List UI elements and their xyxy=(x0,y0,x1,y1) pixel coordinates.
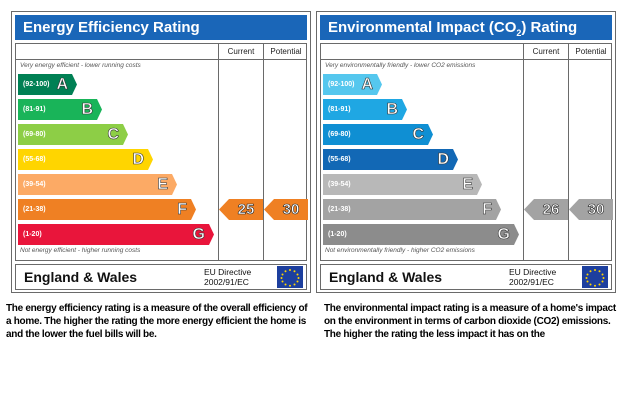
band-letter: C xyxy=(107,126,119,143)
energy-footer: England & Wales EU Directive 2002/91/EC xyxy=(15,264,307,290)
rating-band-c: (69-80) C xyxy=(18,124,128,145)
rating-band-e: (39-54) E xyxy=(323,174,482,195)
rating-band-e: (39-54) E xyxy=(18,174,177,195)
band-letter: B xyxy=(386,101,398,118)
rating-band-d: (55-68) D xyxy=(18,149,153,170)
band-range-label: (21-38) xyxy=(23,206,46,213)
band-letter: G xyxy=(497,226,510,243)
environment-footer: England & Wales EU Directive 2002/91/EC xyxy=(320,264,612,290)
environment-rating-grid: Current Potential Very environmentally f… xyxy=(320,43,613,261)
environment-panel-title: Environmental Impact (CO2) Rating xyxy=(320,15,612,40)
band-letter: E xyxy=(157,176,168,193)
band-range-label: (81-91) xyxy=(328,106,351,113)
energy-efficiency-panel: Energy Efficiency Rating Current Potenti… xyxy=(11,11,311,293)
band-letter: F xyxy=(482,201,492,218)
rating-band-c: (69-80) C xyxy=(323,124,433,145)
energy-panel-title: Energy Efficiency Rating xyxy=(15,15,307,40)
energy-eu-directive: EU Directive 2002/91/EC xyxy=(204,267,252,287)
band-letter: B xyxy=(81,101,93,118)
band-letter: A xyxy=(361,76,373,93)
energy-current-header: Current xyxy=(227,47,255,56)
environment-region-label: England & Wales xyxy=(329,269,443,285)
current-rating-pointer: 26 xyxy=(524,199,568,220)
band-range-label: (39-54) xyxy=(328,181,351,188)
band-range-label: (39-54) xyxy=(23,181,46,188)
eu-flag-icon xyxy=(582,266,608,288)
environment-potential-header: Potential xyxy=(575,47,607,56)
potential-rating-pointer: 30 xyxy=(264,199,308,220)
band-range-label: (92-100) xyxy=(23,81,50,88)
current-rating-pointer: 25 xyxy=(219,199,263,220)
band-letter: A xyxy=(56,76,68,93)
energy-region-label: England & Wales xyxy=(24,269,138,285)
environment-bottom-note: Not environmentally friendly - higher CO… xyxy=(325,247,475,254)
rating-band-a: (92-100) A xyxy=(323,74,382,95)
band-letter: C xyxy=(412,126,424,143)
environment-top-note: Very environmentally friendly - lower CO… xyxy=(325,62,476,69)
potential-rating-value: 30 xyxy=(282,201,300,219)
energy-bottom-note: Not energy efficient - higher running co… xyxy=(20,247,141,254)
band-range-label: (1-20) xyxy=(328,231,347,238)
band-letter: D xyxy=(132,151,144,168)
band-range-label: (55-68) xyxy=(328,156,351,163)
potential-rating-value: 30 xyxy=(587,201,605,219)
potential-rating-pointer: 30 xyxy=(569,199,613,220)
environmental-impact-panel: Environmental Impact (CO2) Rating Curren… xyxy=(316,11,616,293)
band-range-label: (81-91) xyxy=(23,106,46,113)
rating-band-a: (92-100) A xyxy=(18,74,77,95)
energy-description: The energy efficiency rating is a measur… xyxy=(6,303,308,340)
rating-band-g: (1-20) G xyxy=(18,224,214,245)
environment-description: The environmental impact rating is a mea… xyxy=(324,303,616,340)
band-range-label: (55-68) xyxy=(23,156,46,163)
rating-band-f: (21-38) F xyxy=(323,199,501,220)
energy-top-note: Very energy efficient - lower running co… xyxy=(20,62,141,69)
rating-band-b: (81-91) B xyxy=(18,99,102,120)
rating-band-f: (21-38) F xyxy=(18,199,196,220)
band-range-label: (21-38) xyxy=(328,206,351,213)
energy-rating-grid: Current Potential Very energy efficient … xyxy=(15,43,308,261)
rating-band-g: (1-20) G xyxy=(323,224,519,245)
current-rating-value: 25 xyxy=(237,201,255,219)
rating-band-b: (81-91) B xyxy=(323,99,407,120)
band-letter: E xyxy=(462,176,473,193)
environment-current-header: Current xyxy=(532,47,560,56)
environment-eu-directive: EU Directive 2002/91/EC xyxy=(509,267,557,287)
current-rating-value: 26 xyxy=(542,201,560,219)
band-range-label: (92-100) xyxy=(328,81,355,88)
band-letter: G xyxy=(192,226,205,243)
band-range-label: (1-20) xyxy=(23,231,42,238)
rating-band-d: (55-68) D xyxy=(323,149,458,170)
band-letter: F xyxy=(177,201,187,218)
eu-flag-icon xyxy=(277,266,303,288)
band-range-label: (69-80) xyxy=(23,131,46,138)
band-range-label: (69-80) xyxy=(328,131,351,138)
band-letter: D xyxy=(437,151,449,168)
energy-potential-header: Potential xyxy=(270,47,302,56)
